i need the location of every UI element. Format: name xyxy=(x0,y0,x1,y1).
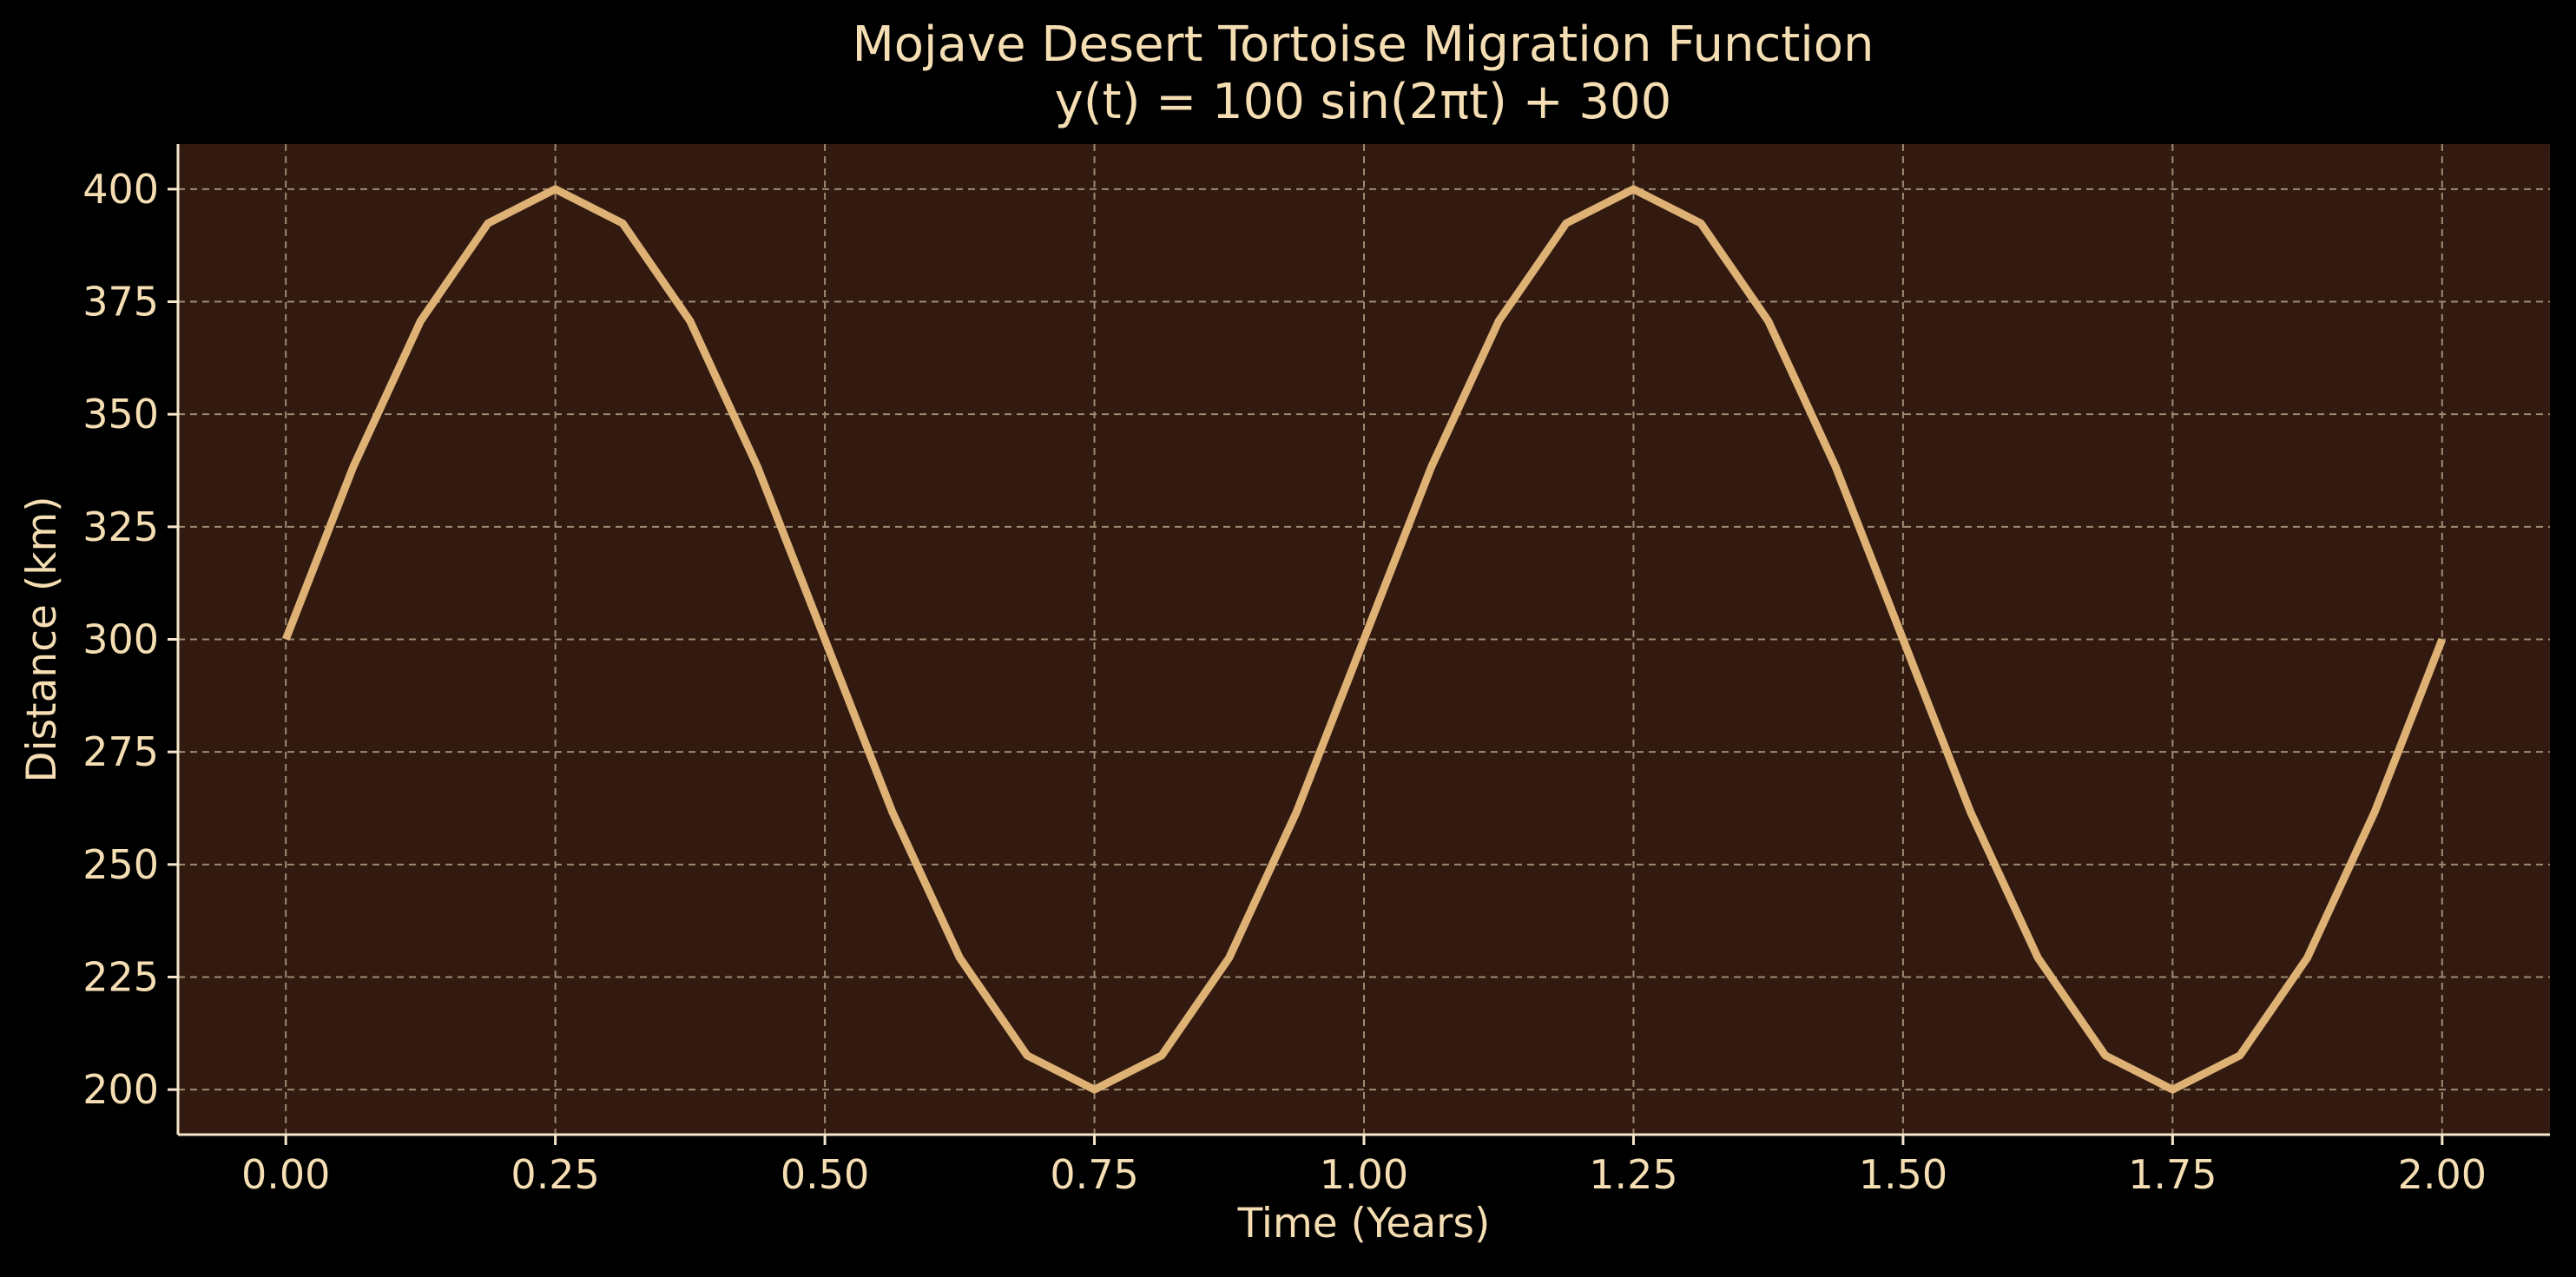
y-tick-label-3: 275 xyxy=(82,728,159,775)
x-tick-label-0: 0.00 xyxy=(241,1151,330,1198)
y-tick-label-6: 350 xyxy=(82,391,159,438)
chart-title: Mojave Desert Tortoise Migration Functio… xyxy=(852,16,1874,73)
x-tick-label-5: 1.25 xyxy=(1589,1151,1677,1198)
axis-ticks: 0.00 0.25 0.50 0.75 1.00 1.25 1.50 1.75 2.00 200 2… xyxy=(82,166,2487,1198)
x-tick-label-1: 0.25 xyxy=(511,1151,599,1198)
x-tick-label-4: 1.00 xyxy=(1320,1151,1408,1198)
x-tick-label-8: 2.00 xyxy=(2398,1151,2487,1198)
x-tick-label-3: 0.75 xyxy=(1050,1151,1138,1198)
y-tick-label-2: 250 xyxy=(82,841,159,888)
x-tick-label-6: 1.50 xyxy=(1859,1151,1947,1198)
y-tick-label-8: 400 xyxy=(82,166,159,213)
x-tick-label-2: 0.50 xyxy=(781,1151,869,1198)
y-tick-label-0: 200 xyxy=(82,1066,159,1113)
y-tick-label-1: 225 xyxy=(82,953,159,1000)
y-tick-label-7: 375 xyxy=(82,279,159,326)
y-tick-label-4: 300 xyxy=(82,616,159,663)
x-axis-label: Time (Years) xyxy=(1237,1200,1491,1247)
x-tick-label-7: 1.75 xyxy=(2128,1151,2217,1198)
y-tick-label-5: 325 xyxy=(82,504,159,550)
y-axis-label: Distance (km) xyxy=(18,496,66,782)
series-line xyxy=(281,185,2447,1094)
grid-lines xyxy=(178,144,2550,1135)
chart-subtitle: y(t) = 100 sin(2πt) + 300 xyxy=(1055,74,1672,130)
